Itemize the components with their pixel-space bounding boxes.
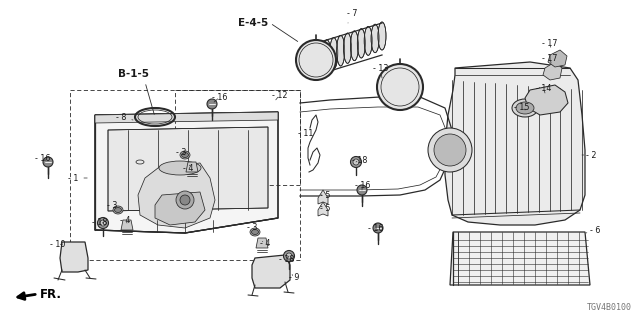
Text: - 3: - 3 — [176, 148, 186, 156]
Ellipse shape — [344, 33, 351, 63]
Ellipse shape — [357, 29, 365, 58]
Ellipse shape — [512, 99, 538, 117]
Ellipse shape — [250, 228, 260, 236]
Polygon shape — [256, 238, 268, 248]
Text: - 16: - 16 — [35, 154, 51, 163]
Polygon shape — [318, 190, 328, 204]
Text: - 16: - 16 — [212, 92, 227, 102]
Text: - 12: - 12 — [272, 91, 287, 100]
Ellipse shape — [176, 191, 194, 209]
Text: FR.: FR. — [40, 287, 62, 300]
Text: - 14: - 14 — [536, 84, 551, 93]
Ellipse shape — [159, 161, 201, 175]
Polygon shape — [121, 220, 133, 230]
Circle shape — [284, 251, 294, 261]
Ellipse shape — [113, 206, 123, 214]
Ellipse shape — [115, 207, 122, 212]
Ellipse shape — [182, 153, 189, 157]
Polygon shape — [445, 62, 585, 225]
Text: - 4: - 4 — [182, 164, 193, 172]
Text: - 13: - 13 — [372, 63, 388, 78]
Text: - 11: - 11 — [298, 129, 313, 138]
Text: - 3: - 3 — [247, 222, 257, 231]
Text: - 18: - 18 — [278, 255, 294, 265]
Polygon shape — [450, 232, 590, 285]
Circle shape — [97, 218, 109, 228]
Circle shape — [373, 223, 383, 233]
Text: - 7: - 7 — [347, 9, 358, 23]
Ellipse shape — [364, 27, 372, 55]
Ellipse shape — [351, 31, 358, 61]
Polygon shape — [543, 62, 562, 80]
Text: - 2: - 2 — [582, 150, 597, 159]
Polygon shape — [548, 50, 567, 67]
Text: B-1-5: B-1-5 — [118, 69, 148, 79]
Circle shape — [377, 64, 423, 110]
Text: - 10: - 10 — [50, 239, 65, 249]
Circle shape — [353, 159, 359, 165]
Ellipse shape — [252, 229, 259, 235]
Text: - 16: - 16 — [367, 223, 383, 233]
Text: - 5: - 5 — [319, 190, 330, 199]
Circle shape — [207, 99, 217, 109]
Text: - 3: - 3 — [107, 201, 117, 210]
Text: - 18: - 18 — [92, 218, 108, 227]
Circle shape — [100, 220, 106, 226]
Polygon shape — [138, 163, 215, 228]
Ellipse shape — [516, 102, 534, 114]
Text: - 1: - 1 — [68, 173, 87, 182]
Polygon shape — [95, 112, 278, 123]
Circle shape — [296, 40, 336, 80]
Circle shape — [286, 253, 292, 259]
Text: - 8: - 8 — [116, 113, 133, 122]
Ellipse shape — [323, 40, 331, 71]
Circle shape — [357, 185, 367, 195]
Ellipse shape — [180, 151, 190, 159]
Text: TGV4B0100: TGV4B0100 — [587, 303, 632, 312]
Text: - 17: - 17 — [543, 53, 558, 63]
Polygon shape — [108, 127, 268, 211]
Polygon shape — [155, 192, 205, 225]
Polygon shape — [525, 85, 568, 115]
Ellipse shape — [371, 24, 379, 53]
Ellipse shape — [337, 35, 345, 66]
Polygon shape — [252, 255, 290, 288]
Text: - 16: - 16 — [355, 180, 370, 190]
Text: - 6: - 6 — [586, 226, 600, 235]
Circle shape — [43, 157, 53, 167]
Ellipse shape — [180, 195, 190, 205]
Text: - 15: - 15 — [515, 102, 530, 111]
Text: - 17: - 17 — [543, 38, 558, 47]
Polygon shape — [60, 242, 88, 272]
Text: - 4: - 4 — [120, 215, 131, 225]
Text: - 9: - 9 — [289, 274, 299, 283]
Circle shape — [428, 128, 472, 172]
Text: - 18: - 18 — [351, 156, 367, 164]
Circle shape — [434, 134, 466, 166]
Ellipse shape — [316, 42, 324, 74]
Polygon shape — [186, 162, 198, 172]
Ellipse shape — [378, 22, 386, 50]
Ellipse shape — [330, 37, 338, 69]
Text: - 5: - 5 — [319, 204, 330, 212]
Polygon shape — [95, 112, 278, 233]
Circle shape — [351, 156, 362, 167]
Text: - 4: - 4 — [260, 238, 270, 247]
Text: E-4-5: E-4-5 — [238, 18, 268, 28]
Polygon shape — [318, 202, 328, 216]
